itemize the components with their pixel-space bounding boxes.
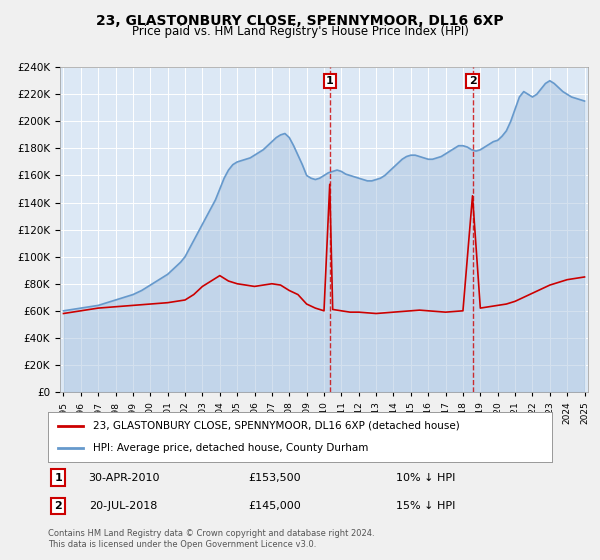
Text: £145,000: £145,000 bbox=[248, 501, 301, 511]
Text: Price paid vs. HM Land Registry's House Price Index (HPI): Price paid vs. HM Land Registry's House … bbox=[131, 25, 469, 38]
Text: £153,500: £153,500 bbox=[248, 473, 301, 483]
Text: 2: 2 bbox=[469, 76, 476, 86]
Text: 1: 1 bbox=[326, 76, 334, 86]
Text: 30-APR-2010: 30-APR-2010 bbox=[88, 473, 160, 483]
Text: HPI: Average price, detached house, County Durham: HPI: Average price, detached house, Coun… bbox=[94, 443, 369, 453]
Text: 1: 1 bbox=[54, 473, 62, 483]
Text: 23, GLASTONBURY CLOSE, SPENNYMOOR, DL16 6XP (detached house): 23, GLASTONBURY CLOSE, SPENNYMOOR, DL16 … bbox=[94, 421, 460, 431]
Text: 23, GLASTONBURY CLOSE, SPENNYMOOR, DL16 6XP: 23, GLASTONBURY CLOSE, SPENNYMOOR, DL16 … bbox=[96, 14, 504, 28]
Text: 10% ↓ HPI: 10% ↓ HPI bbox=[397, 473, 455, 483]
Text: 15% ↓ HPI: 15% ↓ HPI bbox=[397, 501, 455, 511]
Text: 20-JUL-2018: 20-JUL-2018 bbox=[89, 501, 158, 511]
Text: Contains HM Land Registry data © Crown copyright and database right 2024.
This d: Contains HM Land Registry data © Crown c… bbox=[48, 529, 374, 549]
Text: 2: 2 bbox=[54, 501, 62, 511]
